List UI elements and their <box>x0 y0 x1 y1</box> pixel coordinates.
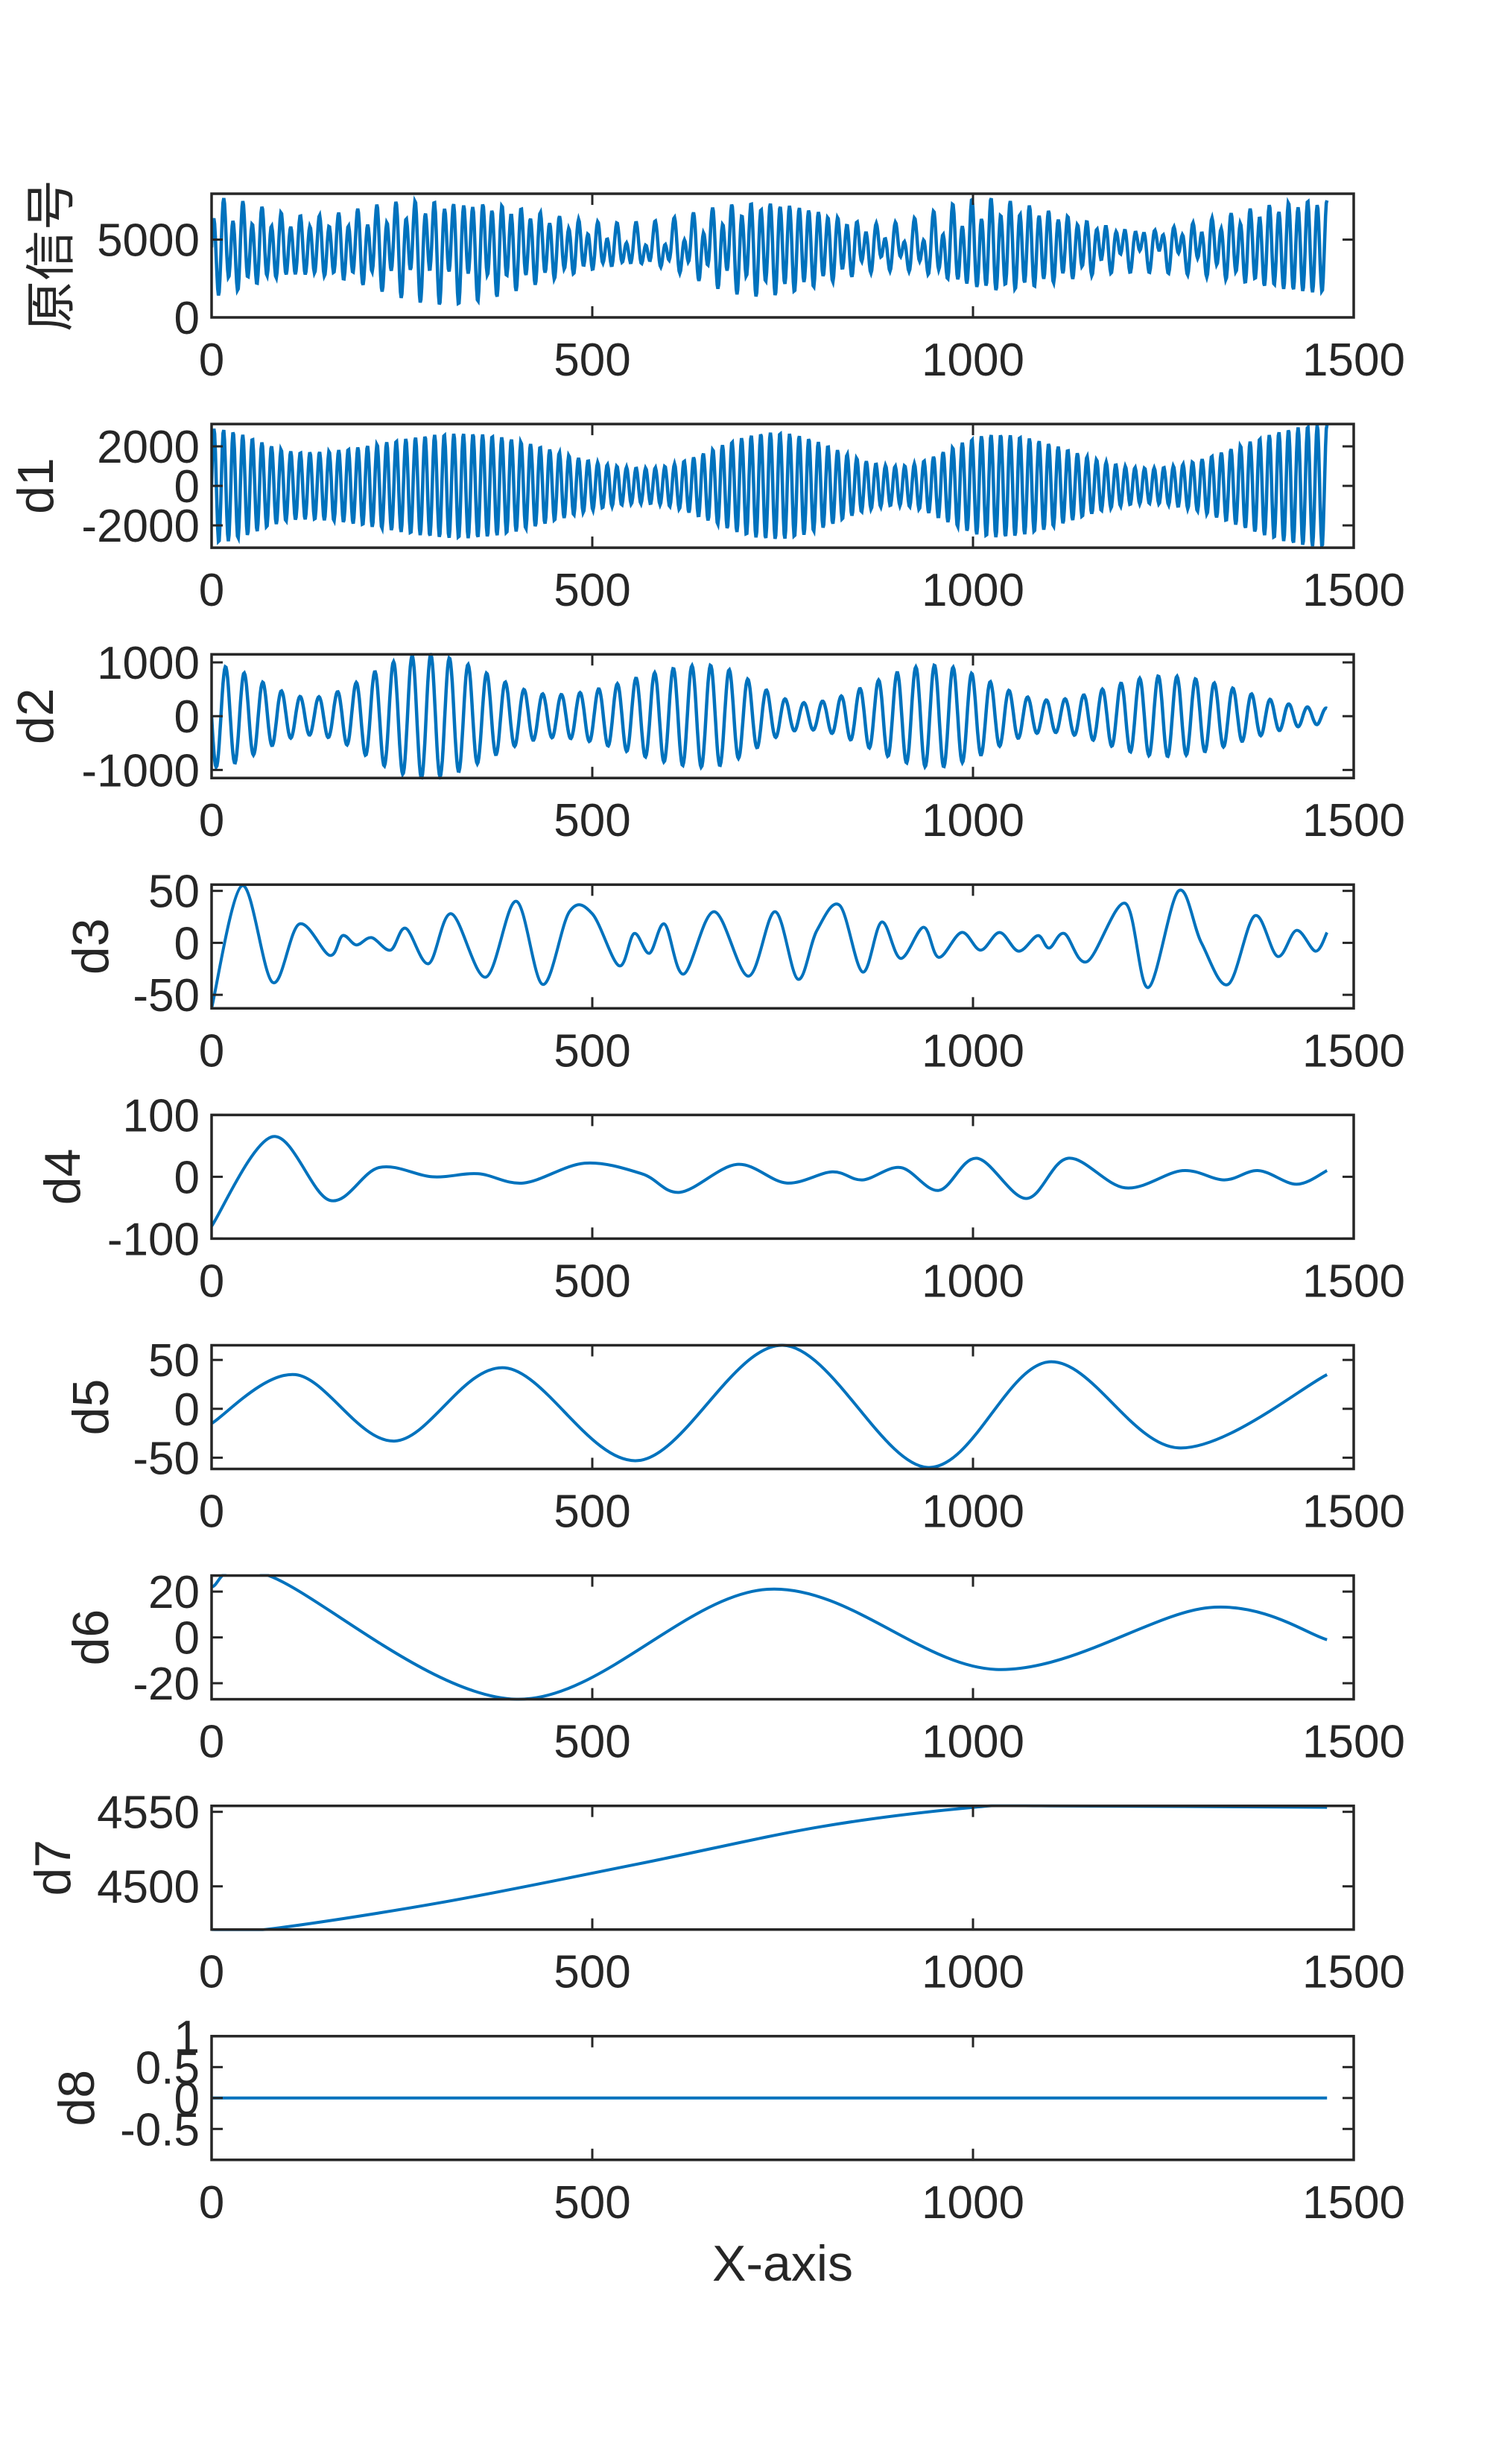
x-tick-label: 1000 <box>922 1255 1024 1307</box>
y-tick-label: 0 <box>174 1152 200 1203</box>
x-tick-label: 0 <box>199 565 224 616</box>
x-tick-label: 0 <box>199 2177 224 2229</box>
y-tick-label: -20 <box>133 1659 200 1710</box>
axes-box <box>210 1574 1355 1701</box>
series-line <box>212 1135 1328 1227</box>
x-tick-label: 500 <box>554 1025 630 1077</box>
series-line <box>212 195 1329 306</box>
axes-box <box>210 1343 1355 1471</box>
y-tick-label: -50 <box>133 970 200 1022</box>
x-tick-label: 500 <box>554 335 630 386</box>
x-tick-label: 500 <box>554 1717 630 1768</box>
x-tick-label: 500 <box>554 565 630 616</box>
y-axis-label: d3 <box>63 918 119 975</box>
x-tick-label: 1500 <box>1302 795 1405 846</box>
x-tick-label: 0 <box>199 795 224 846</box>
y-axis-label: 原信号 <box>23 180 80 332</box>
x-tick-label: 0 <box>199 1486 224 1538</box>
y-tick-label: 20 <box>148 1567 200 1618</box>
x-tick-label: 1500 <box>1302 335 1405 386</box>
y-tick-label: 50 <box>148 1335 200 1387</box>
subplot-原信号: 0 500 1000 1500 0 5000 原信号 <box>23 180 1405 386</box>
series-line <box>212 1343 1328 1469</box>
y-tick-label: 0 <box>174 1613 200 1665</box>
y-tick-label: 2000 <box>97 422 200 473</box>
y-axis-label: d8 <box>48 2070 105 2126</box>
y-axis-label: d7 <box>25 1840 81 1896</box>
series-line <box>212 884 1328 1009</box>
x-tick-label: 1000 <box>922 565 1024 616</box>
axes-box <box>210 1804 1355 1931</box>
y-tick-label: 1 <box>174 2012 200 2063</box>
x-tick-label: 1000 <box>922 1025 1024 1077</box>
x-tick-label: 500 <box>554 1486 630 1538</box>
x-tick-label: 500 <box>554 2177 630 2229</box>
x-tick-label: 1000 <box>922 1486 1024 1538</box>
x-tick-label: 1500 <box>1302 2177 1405 2229</box>
x-tick-label: 1500 <box>1302 1486 1405 1538</box>
subplot-d7: 0 500 1000 1500 4500 4550 d7 <box>25 1787 1405 1998</box>
x-tick-label: 1000 <box>922 795 1024 846</box>
y-tick-label: 1000 <box>97 638 200 689</box>
axes-box <box>210 653 1355 779</box>
y-tick-label: -0.5 <box>120 2104 200 2156</box>
x-tick-label: 0 <box>199 1947 224 1998</box>
x-tick-label: 0 <box>199 1717 224 1768</box>
y-axis-label: d4 <box>34 1149 91 1206</box>
x-tick-label: 1500 <box>1302 1717 1405 1768</box>
y-axis-label: d2 <box>7 688 64 744</box>
y-tick-label: 0 <box>174 293 200 344</box>
x-tick-label: 1000 <box>922 1947 1024 1998</box>
series-line <box>212 1574 1328 1701</box>
x-tick-label: 1500 <box>1302 565 1405 616</box>
x-tick-label: 1500 <box>1302 1947 1405 1998</box>
x-tick-label: 0 <box>199 1025 224 1077</box>
x-tick-label: 0 <box>199 335 224 386</box>
x-tick-label: 500 <box>554 795 630 846</box>
y-tick-label: -100 <box>107 1214 200 1265</box>
axes-box <box>210 1113 1355 1241</box>
series-line <box>212 653 1328 780</box>
y-tick-label: 0 <box>174 2074 200 2125</box>
y-tick-label: -2000 <box>81 501 200 552</box>
y-tick-label: -50 <box>133 1433 200 1484</box>
y-tick-label: 0 <box>174 691 200 743</box>
axes-box <box>210 422 1355 549</box>
x-tick-label: 1000 <box>922 1717 1024 1768</box>
y-tick-label: 0 <box>174 461 200 513</box>
series-line <box>212 423 1329 550</box>
y-tick-label: 4550 <box>97 1787 200 1839</box>
axes-box <box>210 192 1355 319</box>
axes-box <box>210 2035 1355 2161</box>
x-tick-label: 1000 <box>922 335 1024 386</box>
x-tick-label: 0 <box>199 1255 224 1307</box>
series-line <box>212 1804 1328 1931</box>
x-tick-label: 1500 <box>1302 1255 1405 1307</box>
y-tick-label: -1000 <box>81 745 200 796</box>
y-tick-label: 100 <box>123 1090 200 1141</box>
x-axis-label: X-axis <box>712 2235 853 2292</box>
y-axis-label: d1 <box>7 457 64 514</box>
y-tick-label: 0 <box>174 918 200 969</box>
y-axis-label: d5 <box>63 1379 119 1436</box>
axes-box <box>210 883 1355 1010</box>
x-tick-label: 500 <box>554 1947 630 1998</box>
x-tick-label: 500 <box>554 1255 630 1307</box>
x-tick-label: 1000 <box>922 2177 1024 2229</box>
x-tick-label: 1500 <box>1302 1025 1405 1077</box>
y-tick-label: 5000 <box>97 215 200 267</box>
y-axis-label: d6 <box>63 1609 119 1666</box>
y-tick-label: 0 <box>174 1384 200 1436</box>
y-tick-label: 0.5 <box>136 2042 200 2094</box>
y-tick-label: 50 <box>148 867 200 918</box>
y-tick-label: 4500 <box>97 1862 200 1913</box>
